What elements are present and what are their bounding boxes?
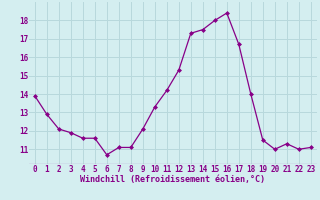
X-axis label: Windchill (Refroidissement éolien,°C): Windchill (Refroidissement éolien,°C): [80, 175, 265, 184]
